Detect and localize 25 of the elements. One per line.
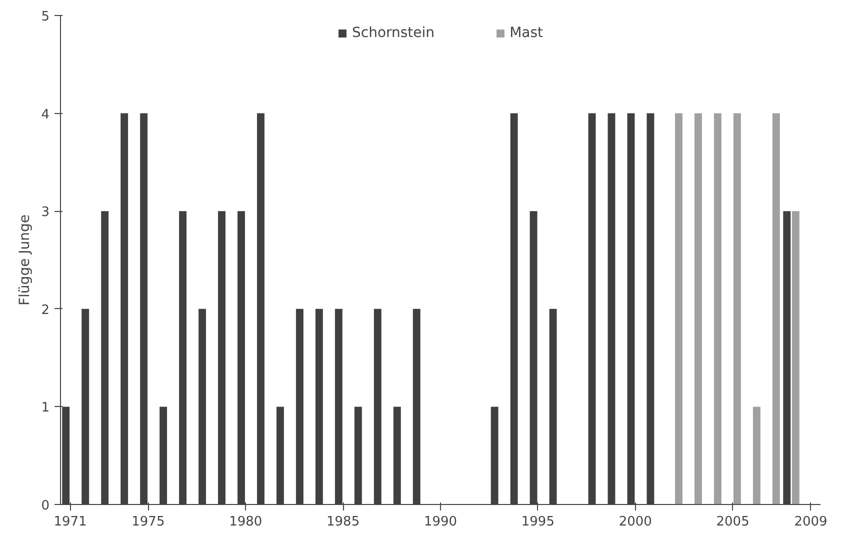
bar [752,406,760,504]
x-tick-label: 1971 [54,514,87,530]
y-tick-label: 1 [41,400,50,416]
x-tick-label: 1985 [326,514,360,530]
x-tick-label: 1990 [424,514,458,530]
legend-label: Mast [510,25,544,41]
bar [714,113,722,504]
bar [733,113,741,504]
y-tick-label: 5 [41,10,50,24]
y-tick-label: 3 [41,205,50,220]
bar [694,113,702,504]
y-tick-label: 4 [41,107,50,122]
bar [792,211,800,504]
x-tick-label: 1995 [521,514,554,530]
y-tick-label: 2 [41,302,50,318]
x-tick-label: 2000 [618,514,652,530]
y-axis-title: Flügge Junge [17,214,34,306]
x-tick-label: 1980 [229,514,262,530]
bar [772,113,780,504]
legend-label: Schornstein [352,25,435,41]
bar [675,113,682,504]
x-tick-label: 2009 [794,514,828,530]
x-tick-label: 1975 [132,514,165,530]
x-tick-label: 2005 [716,514,750,530]
y-tick-label: 0 [41,498,50,514]
